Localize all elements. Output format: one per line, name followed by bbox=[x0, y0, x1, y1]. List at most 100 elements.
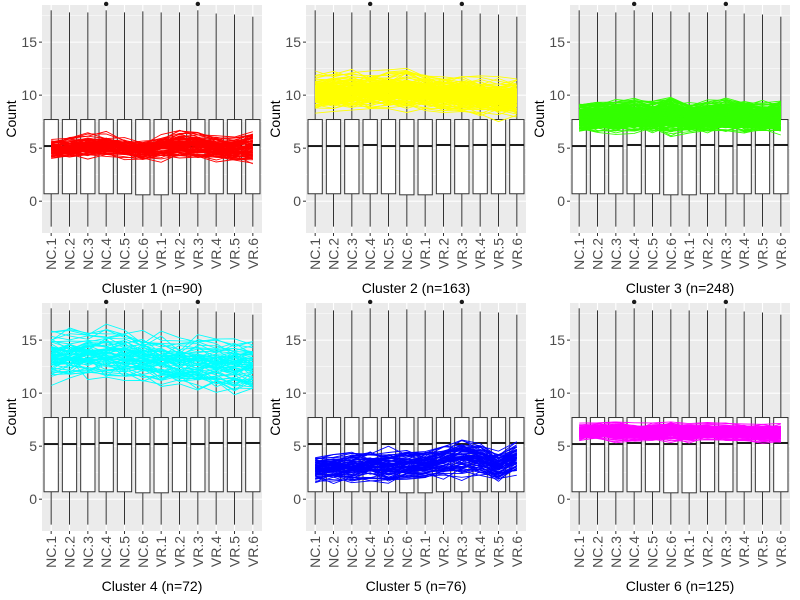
y-tick-label: 0 bbox=[29, 193, 37, 209]
x-tick-label: VR.1 bbox=[681, 238, 697, 269]
x-tick-label: VR.3 bbox=[190, 536, 206, 567]
x-tick-label: NC.1 bbox=[571, 238, 587, 270]
x-tick-label: VR.4 bbox=[736, 536, 752, 567]
panel-background bbox=[42, 5, 262, 233]
x-tick-label: NC.5 bbox=[381, 536, 397, 568]
x-tick-label: NC.1 bbox=[307, 238, 323, 270]
x-tick-label: VR.2 bbox=[436, 238, 452, 269]
profile-line bbox=[579, 434, 781, 442]
x-tick-label: NC.4 bbox=[98, 536, 114, 568]
profile-line bbox=[51, 151, 253, 161]
x-tick-label: VR.4 bbox=[208, 238, 224, 269]
box-iqr bbox=[116, 417, 133, 493]
boxplot-NC.2 bbox=[589, 12, 606, 227]
box-iqr bbox=[245, 417, 261, 493]
x-tick-label: VR.5 bbox=[491, 238, 507, 269]
y-tick-label: 15 bbox=[549, 332, 565, 348]
box-iqr bbox=[153, 417, 169, 494]
outlier-point bbox=[367, 1, 373, 7]
box-iqr bbox=[171, 417, 188, 493]
profile-line bbox=[579, 421, 781, 425]
x-tick-label: VR.2 bbox=[172, 238, 188, 269]
x-tick-label: VR.1 bbox=[417, 536, 433, 567]
x-tick-label: NC.6 bbox=[663, 536, 679, 568]
box-iqr bbox=[472, 119, 488, 195]
x-tick-label: NC.4 bbox=[362, 536, 378, 568]
x-tick-label: NC.2 bbox=[326, 536, 342, 568]
boxplot-VR.6 bbox=[509, 16, 525, 227]
profile-line bbox=[315, 445, 517, 463]
x-tick-label: NC.1 bbox=[307, 536, 323, 568]
x-tick-label: NC.5 bbox=[117, 536, 133, 568]
x-tick-label: VR.5 bbox=[227, 536, 243, 567]
y-tick-label: 5 bbox=[29, 438, 37, 454]
profile-line bbox=[51, 357, 253, 385]
cluster-lines bbox=[579, 421, 781, 444]
profile-line bbox=[579, 109, 781, 118]
x-tick-label: VR.3 bbox=[454, 238, 470, 269]
x-tick-label: NC.5 bbox=[645, 238, 661, 270]
profile-line bbox=[51, 329, 253, 348]
y-axis-title: Count bbox=[3, 100, 19, 137]
x-tick-label: VR.2 bbox=[700, 238, 716, 269]
y-axis-title: Count bbox=[531, 398, 547, 435]
y-tick-label: 10 bbox=[21, 385, 37, 401]
cluster-title: Cluster 3 (n=248) bbox=[626, 280, 735, 296]
outlier-point bbox=[195, 1, 201, 7]
profile-line bbox=[315, 70, 517, 85]
profile-line bbox=[579, 102, 781, 112]
boxplot-NC.1 bbox=[571, 10, 587, 227]
profile-line bbox=[579, 434, 781, 442]
y-tick-label: 5 bbox=[293, 438, 301, 454]
y-axis-title: Count bbox=[3, 398, 19, 435]
x-tick-label: VR.5 bbox=[227, 238, 243, 269]
y-tick-label: 10 bbox=[21, 87, 37, 103]
cluster-lines bbox=[315, 439, 518, 484]
boxplot-NC.3 bbox=[80, 310, 96, 525]
profile-line bbox=[51, 151, 253, 159]
box-iqr bbox=[399, 119, 415, 196]
profile-line bbox=[315, 70, 517, 86]
box-iqr bbox=[454, 119, 470, 195]
outlier-point bbox=[723, 1, 729, 7]
profile-line bbox=[315, 467, 518, 484]
cluster-title: Cluster 2 (n=163) bbox=[362, 280, 471, 296]
box-iqr bbox=[153, 119, 169, 196]
y-tick-label: 5 bbox=[557, 438, 565, 454]
profile-line bbox=[51, 351, 253, 368]
x-tick-label: NC.4 bbox=[362, 238, 378, 270]
y-tick-label: 15 bbox=[285, 34, 301, 50]
y-tick-label: 15 bbox=[21, 332, 37, 348]
x-tick-label: NC.2 bbox=[62, 238, 78, 270]
x-tick-label: VR.1 bbox=[417, 238, 433, 269]
x-tick-label: NC.6 bbox=[399, 536, 415, 568]
profile-line bbox=[579, 121, 781, 132]
outlier-point bbox=[459, 1, 465, 7]
profile-line bbox=[51, 143, 253, 157]
boxplot-VR.5 bbox=[490, 14, 507, 227]
y-tick-label: 10 bbox=[549, 87, 565, 103]
cluster-lines bbox=[50, 323, 254, 396]
x-tick-label: NC.3 bbox=[80, 536, 96, 568]
x-tick-label: NC.5 bbox=[381, 238, 397, 270]
outlier-point bbox=[195, 299, 201, 305]
y-tick-label: 5 bbox=[29, 140, 37, 156]
profile-line bbox=[315, 84, 517, 98]
profile-line bbox=[315, 83, 517, 96]
y-tick-label: 0 bbox=[557, 193, 565, 209]
profile-line bbox=[315, 70, 517, 87]
x-tick-label: NC.2 bbox=[590, 536, 606, 568]
y-tick-label: 10 bbox=[285, 385, 301, 401]
x-tick-label: VR.2 bbox=[700, 536, 716, 567]
x-tick-label: NC.2 bbox=[62, 536, 78, 568]
x-tick-label: VR.3 bbox=[718, 238, 734, 269]
box-iqr bbox=[43, 417, 59, 493]
profile-line bbox=[579, 100, 781, 112]
boxplot-VR.5 bbox=[754, 14, 771, 227]
x-tick-label: NC.1 bbox=[43, 536, 59, 568]
profile-line bbox=[51, 146, 253, 157]
